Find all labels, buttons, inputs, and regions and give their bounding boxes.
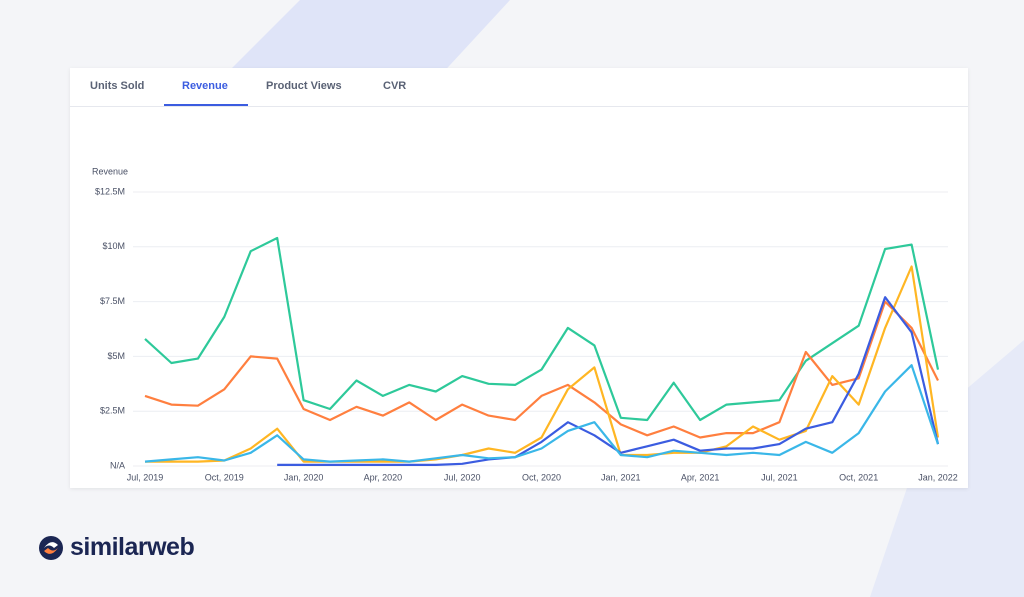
- y-tick-label: N/A: [110, 460, 125, 470]
- tab-underline: [164, 104, 248, 106]
- x-tick-label: Jan, 2022: [918, 472, 958, 482]
- x-tick-label: Oct, 2020: [522, 472, 561, 482]
- y-tick-label: $2.5M: [100, 406, 125, 416]
- tab-bar: Units Sold Revenue Product Views CVR: [70, 68, 968, 107]
- tab-active[interactable]: Revenue: [182, 80, 228, 92]
- y-tick-label: $5M: [107, 351, 125, 361]
- x-tick-label: Jul, 2020: [444, 472, 481, 482]
- series-line: [145, 265, 940, 463]
- series-line: [277, 296, 940, 466]
- series-line: [144, 300, 939, 439]
- tab[interactable]: Units Sold: [90, 80, 145, 92]
- x-tick-label: Oct, 2021: [839, 472, 878, 482]
- x-tick-label: Apr, 2020: [364, 472, 403, 482]
- y-axis-label: Revenue: [92, 166, 128, 176]
- y-tick-label: $10M: [102, 241, 125, 251]
- y-tick-label: $7.5M: [100, 296, 125, 306]
- tab[interactable]: CVR: [383, 80, 407, 92]
- x-tick-label: Oct, 2019: [205, 472, 244, 482]
- tab[interactable]: Product Views: [266, 80, 342, 92]
- x-tick-label: Jul, 2021: [761, 472, 798, 482]
- x-tick-label: Jan, 2021: [601, 472, 641, 482]
- brand-name: similarweb: [70, 533, 195, 561]
- x-tick-label: Jan, 2020: [284, 472, 324, 482]
- y-tick-label: $12.5M: [95, 186, 125, 196]
- chart-card: Units Sold Revenue Product Views CVR: [70, 68, 968, 488]
- x-tick-label: Jul, 2019: [127, 472, 164, 482]
- series-line: [144, 236, 940, 422]
- series-line: [144, 364, 940, 463]
- x-tick-label: Apr, 2021: [681, 472, 720, 482]
- brand-logo: [39, 536, 63, 560]
